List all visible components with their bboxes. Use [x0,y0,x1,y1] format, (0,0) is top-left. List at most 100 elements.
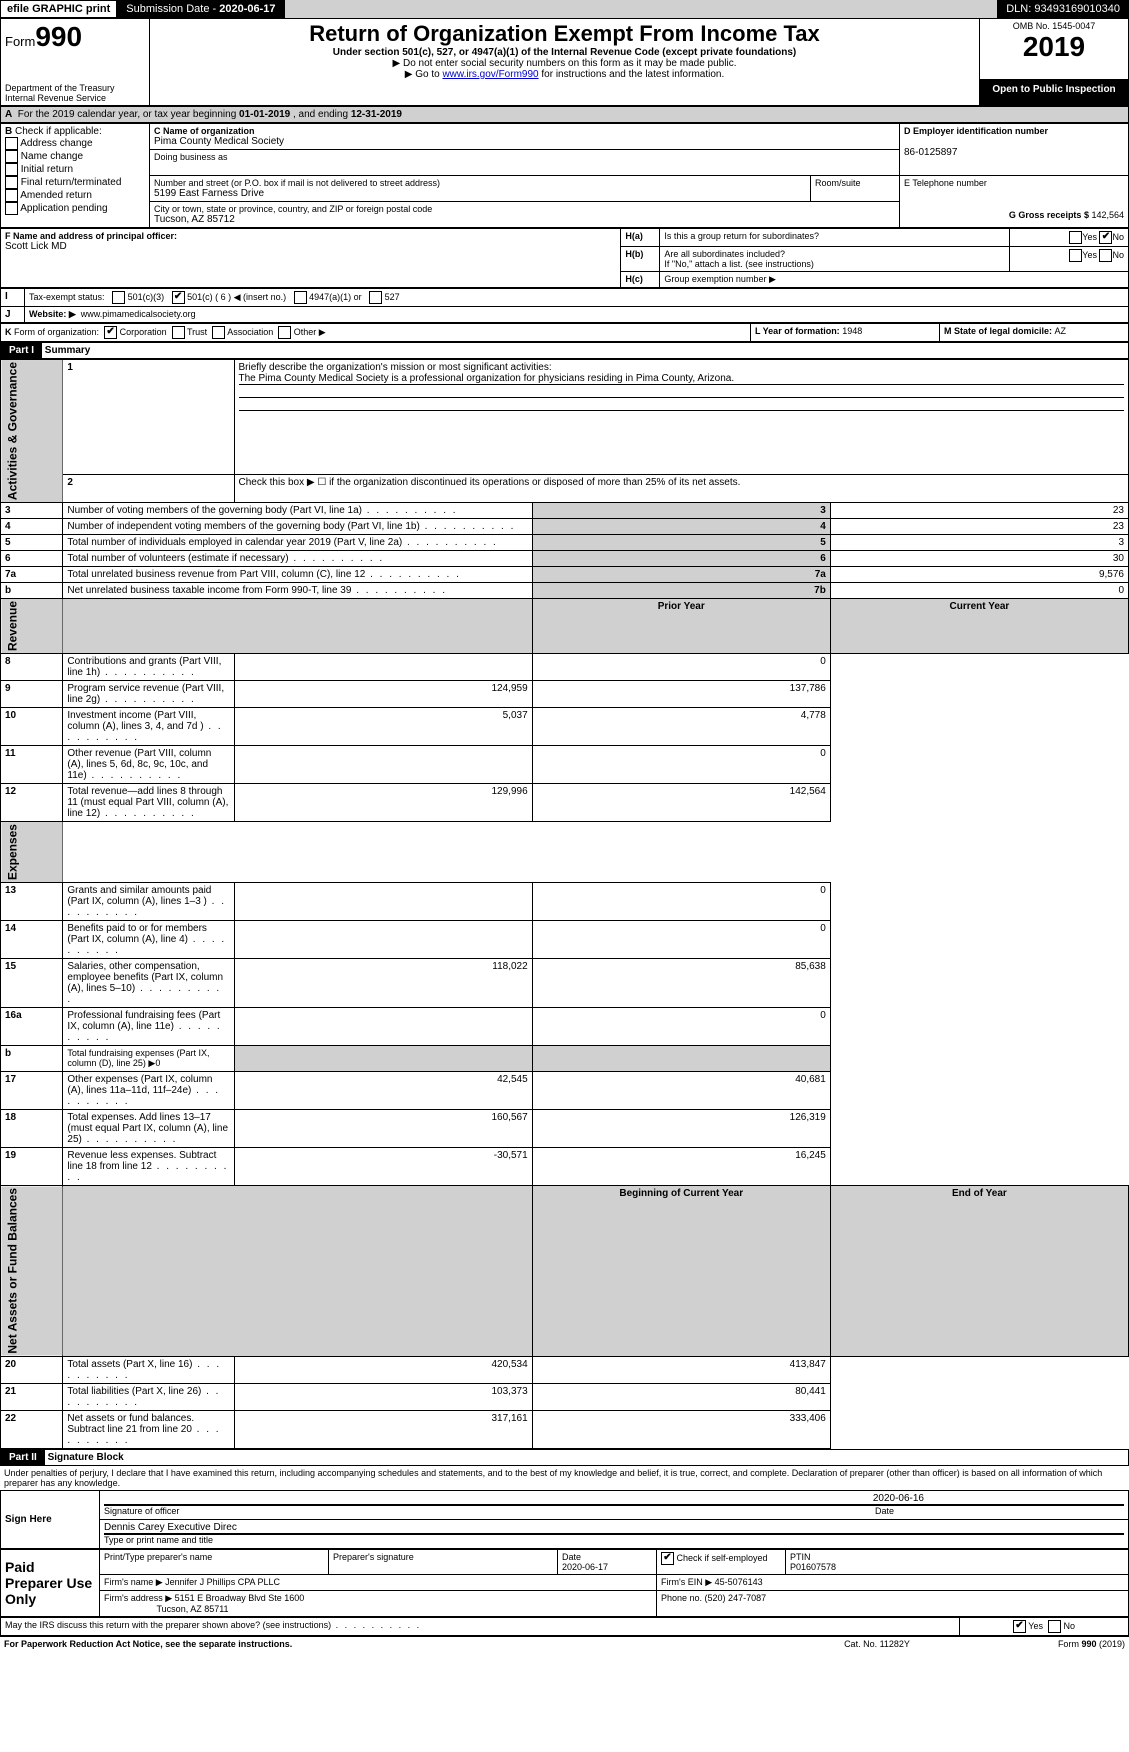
b-label: Check if applicable: [15,126,102,137]
irs-link[interactable]: www.irs.gov/Form990 [442,69,538,80]
form-990: 990 [35,21,82,52]
form-note2: ▶ Go to www.irs.gov/Form990 for instruct… [154,69,975,80]
discuss-yes-cb[interactable]: ✔ [1013,1620,1026,1633]
city-value: Tucson, AZ 85712 [154,214,895,225]
firm-name: Jennifer J Phillips CPA PLLC [165,1577,280,1587]
dln: DLN: 93493169010340 [997,0,1129,18]
discuss-yes: Yes [1028,1621,1043,1631]
checkbox-addr[interactable] [5,137,18,150]
i-4947-cb[interactable] [294,291,307,304]
b-amended: Amended return [20,190,92,201]
k-trust-cb[interactable] [172,326,185,339]
i-501c3-cb[interactable] [112,291,125,304]
table-row: 22Net assets or fund balances. Subtract … [1,1410,1129,1448]
hb-note: If "No," attach a list. (see instruction… [664,259,813,269]
checkbox-final[interactable] [5,176,18,189]
footer-cat: Cat. No. 11282Y [793,1636,961,1651]
table-row: 14Benefits paid to or for members (Part … [1,921,1129,959]
hb-no-cb[interactable] [1099,249,1112,262]
part2-header: Part II [1,1450,45,1465]
blank-line1 [239,385,1125,398]
form-title: Return of Organization Exempt From Incom… [154,21,975,47]
table-row: 10Investment income (Part VIII, column (… [1,708,1129,746]
self-employed-cb[interactable]: ✔ [661,1552,674,1565]
omb-label: OMB No. [1013,21,1053,31]
city-label: City or town, state or province, country… [154,204,895,214]
topbar-spacer [285,0,998,18]
form-number: Form990 [5,21,145,53]
blank-line3 [239,411,1125,423]
sig-officer-label: Signature of officer [104,1506,179,1516]
b-initial: Initial return [21,164,73,175]
top-bar: efile GRAPHIC print Submission Date - 20… [0,0,1129,18]
checkbox-amended[interactable] [5,189,18,202]
checkbox-initial[interactable] [5,163,18,176]
table-row: 5Total number of individuals employed in… [1,535,1129,551]
form-year: 2019 [984,31,1124,63]
efile-label: efile GRAPHIC print [0,0,117,18]
d-label: D Employer identification number [904,126,1124,136]
firm-ein: 45-5076143 [715,1577,763,1587]
prior-year-hdr: Prior Year [532,599,830,654]
ha-no-cb[interactable]: ✔ [1099,231,1112,244]
line-a: A For the 2019 calendar year, or tax yea… [0,106,1129,123]
dba-label: Doing business as [154,152,895,162]
discuss-row: May the IRS discuss this return with the… [0,1617,1129,1636]
phone-value: (520) 247-7087 [705,1593,767,1603]
hb-yes-cb[interactable] [1069,249,1082,262]
table-row: 18Total expenses. Add lines 13–17 (must … [1,1110,1129,1148]
form-label: Form [5,34,35,49]
prep-name-label: Print/Type preparer's name [100,1549,329,1574]
i-527-cb[interactable] [369,291,382,304]
section-fh: F Name and address of principal officer:… [0,228,1129,288]
hb-label: Are all subordinates included? [664,249,785,259]
ha-yes-cb[interactable] [1069,231,1082,244]
phone-label: Phone no. [661,1593,705,1603]
k-trust: Trust [187,327,207,337]
vlabel-gov: Activities & Governance [1,360,63,503]
vlabel-exp: Expenses [1,822,63,883]
firm-name-label: Firm's name ▶ [104,1577,165,1587]
f-label: F Name and address of principal officer: [5,231,616,241]
g-label: G Gross receipts $ [1009,210,1092,220]
ha-no: No [1112,232,1124,242]
section-klm: K Form of organization: ✔ Corporation Tr… [0,323,1129,342]
table-row: 8Contributions and grants (Part VIII, li… [1,654,1129,681]
table-row: 15Salaries, other compensation, employee… [1,959,1129,1008]
table-row: 6Total number of volunteers (estimate if… [1,551,1129,567]
note2-post: for instructions and the latest informat… [539,69,725,80]
sig-date-label: Date [875,1506,1124,1516]
a-end: 12-31-2019 [351,109,402,120]
discuss-no-cb[interactable] [1048,1620,1061,1633]
j-label: Website: ▶ [29,309,76,319]
c-name-label: C Name of organization [154,126,895,136]
hb-no: No [1112,250,1124,260]
hb-yes: Yes [1082,250,1097,260]
prep-sig-label: Preparer's signature [329,1549,558,1574]
part2-title: Signature Block [48,1452,124,1463]
checkbox-pending[interactable] [5,202,18,215]
table-row: 16aProfessional fundraising fees (Part I… [1,1008,1129,1046]
footer: For Paperwork Reduction Act Notice, see … [0,1636,1129,1651]
ptin-label: PTIN [790,1552,811,1562]
part1-title: Summary [45,345,91,356]
open-public: Open to Public Inspection [980,80,1129,106]
dln-label: DLN: [1006,3,1034,15]
b-addr: Address change [20,138,92,149]
i-4947: 4947(a)(1) or [309,292,362,302]
k-other: Other ▶ [294,327,326,337]
perjury-text: Under penalties of perjury, I declare th… [0,1466,1129,1490]
l-label: L Year of formation: [755,326,842,336]
i-501c-cb[interactable]: ✔ [172,291,185,304]
firm-ein-label: Firm's EIN ▶ [661,1577,715,1587]
g-value: 142,564 [1091,210,1124,220]
k-assoc-cb[interactable] [212,326,225,339]
checkbox-name[interactable] [5,150,18,163]
f-value: Scott Lick MD [5,241,616,252]
d-value: 86-0125897 [904,147,1124,158]
k-corp: Corporation [120,327,167,337]
begin-cy-hdr: Beginning of Current Year [532,1186,830,1357]
footer-pra: For Paperwork Reduction Act Notice, see … [0,1636,793,1651]
k-corp-cb[interactable]: ✔ [104,326,117,339]
k-other-cb[interactable] [278,326,291,339]
